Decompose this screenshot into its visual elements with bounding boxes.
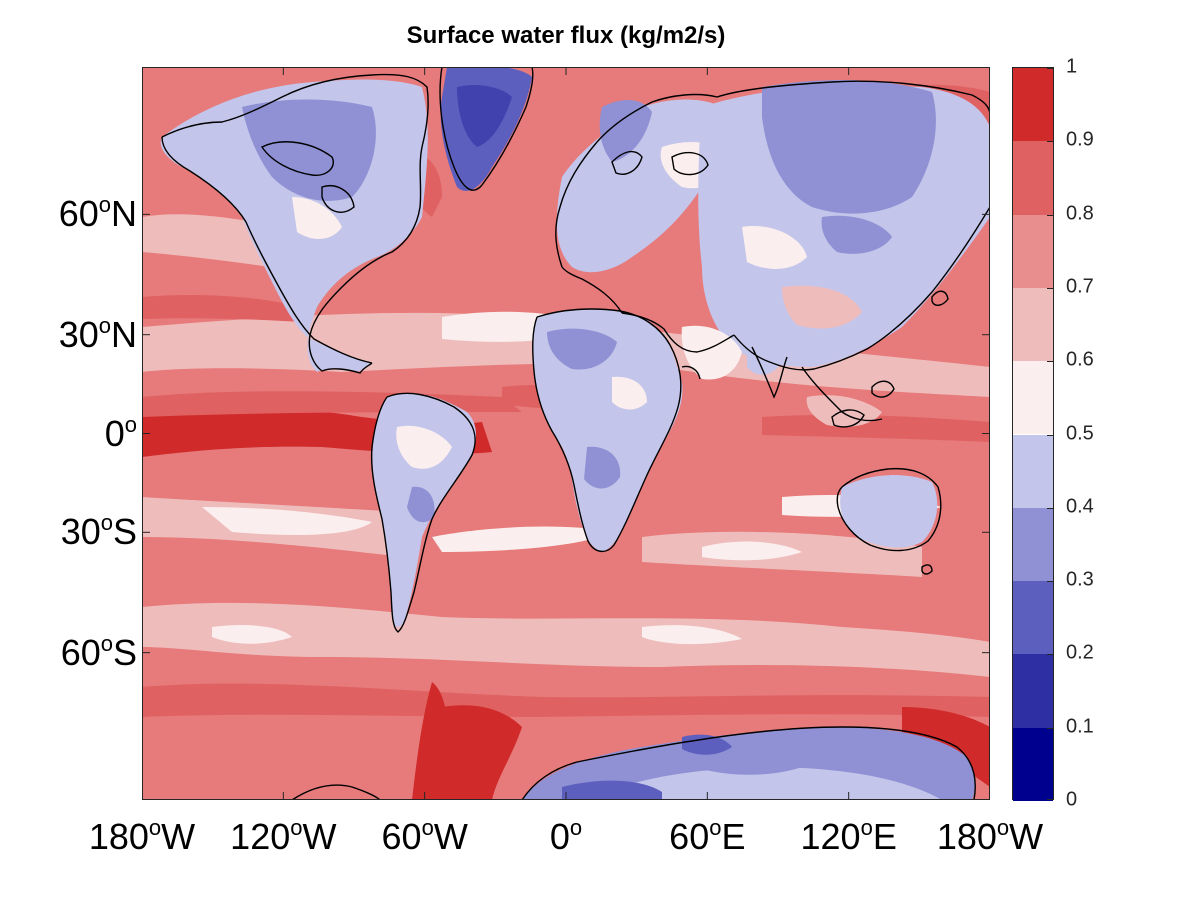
colorbar-tick-label: 0: [1066, 788, 1078, 811]
colorbar-tick: [1047, 361, 1053, 363]
lon-tick-label: 120oE: [800, 815, 897, 858]
colorbar-segment: [1013, 361, 1053, 435]
lat-tick-hemisphere: N: [111, 193, 137, 235]
lat-tick-value: 60: [60, 631, 101, 673]
colorbar-segment: [1013, 287, 1053, 362]
colorbar-segment: [1013, 141, 1053, 215]
lat-tick-label: 30oN: [58, 312, 137, 356]
degree-symbol: o: [98, 192, 111, 218]
degree-symbol: o: [124, 411, 137, 437]
colorbar-tick: [1047, 654, 1053, 656]
colorbar-tick-label: 0.2: [1066, 641, 1094, 664]
lon-tick-label: 60oW: [381, 815, 468, 858]
lon-tick-value: 180: [88, 816, 149, 857]
colorbar-segment: [1013, 654, 1053, 728]
colorbar-segment: [1013, 581, 1053, 655]
land-low-flux: [160, 67, 990, 800]
lat-tick-hemisphere: S: [112, 631, 137, 673]
colorbar-tick: [1047, 727, 1053, 729]
colorbar: [1012, 67, 1054, 801]
colorbar-tick-label: 0.8: [1066, 202, 1094, 225]
lat-tick-value: 60: [58, 193, 99, 235]
lon-tick-label: 180oW: [88, 815, 196, 858]
degree-symbol: o: [148, 815, 162, 840]
contour-field: [142, 67, 990, 800]
lon-tick-value: 0: [549, 816, 570, 857]
degree-symbol: o: [290, 815, 303, 840]
degree-symbol: o: [709, 815, 722, 840]
colorbar-tick: [1047, 141, 1053, 143]
lon-tick-hemisphere: E: [872, 816, 897, 857]
lon-tick-value: 60: [381, 816, 422, 857]
colorbar-tick: [1047, 581, 1053, 583]
lat-tick-value: 30: [60, 511, 101, 553]
lon-tick-value: 120: [800, 816, 861, 857]
colorbar-segment: [1013, 434, 1053, 508]
lon-tick-label: 60oE: [669, 815, 746, 858]
lon-tick-label: 0o: [549, 815, 583, 858]
lon-tick-hemisphere: E: [721, 816, 746, 857]
degree-symbol: o: [996, 815, 1010, 840]
colorbar-tick-label: 0.4: [1066, 495, 1094, 518]
lon-tick-value: 120: [230, 816, 291, 857]
colorbar-tick: [1047, 434, 1053, 436]
coastlines: [161, 67, 990, 800]
colorbar-segment: [1013, 507, 1053, 582]
map-area: [142, 67, 990, 800]
lat-tick-label: 0o: [104, 411, 137, 455]
lat-tick-label: 60oS: [60, 630, 137, 674]
colorbar-tick: [1047, 507, 1053, 509]
lat-tick-label: 30oS: [60, 510, 137, 553]
lat-tick-label: 60oN: [58, 192, 137, 235]
lat-tick-value: 30: [58, 313, 99, 355]
lon-tick-hemisphere: W: [433, 816, 468, 857]
lon-tick-label: 120oW: [230, 815, 337, 858]
lat-tick-value: 0: [104, 412, 125, 454]
lon-tick-value: 180: [936, 816, 997, 857]
lon-tick-hemisphere: W: [161, 816, 196, 857]
lon-tick-label: 180oW: [936, 815, 1044, 858]
degree-symbol: o: [100, 510, 113, 536]
degree-symbol: o: [100, 630, 113, 656]
colorbar-segment: [1013, 68, 1053, 142]
lon-tick-hemisphere: W: [1009, 816, 1044, 857]
chart-title: Surface water flux (kg/m2/s): [406, 22, 726, 49]
colorbar-tick-label: 0.6: [1066, 348, 1094, 371]
colorbar-segment: [1013, 214, 1053, 288]
degree-symbol: o: [421, 815, 434, 840]
colorbar-tick-label: 0.1: [1066, 715, 1094, 738]
lat-tick-hemisphere: S: [112, 511, 137, 553]
lat-tick-hemisphere: N: [111, 313, 137, 355]
colorbar-tick-label: 0.5: [1066, 422, 1094, 444]
colorbar-tick-label: 1: [1066, 55, 1078, 78]
colorbar-tick: [1047, 68, 1053, 69]
degree-symbol: o: [569, 815, 583, 840]
colorbar-tick: [1047, 287, 1053, 289]
lon-tick-value: 60: [669, 816, 710, 857]
degree-symbol: o: [98, 312, 111, 338]
lon-tick-hemisphere: W: [302, 816, 337, 857]
degree-symbol: o: [860, 815, 873, 840]
colorbar-tick: [1047, 214, 1053, 216]
colorbar-tick-label: 0.3: [1066, 568, 1094, 591]
colorbar-tick-label: 0.9: [1066, 128, 1094, 151]
colorbar-segment: [1013, 727, 1053, 801]
colorbar-tick: [1047, 799, 1053, 800]
colorbar-tick-label: 0.7: [1066, 275, 1094, 298]
